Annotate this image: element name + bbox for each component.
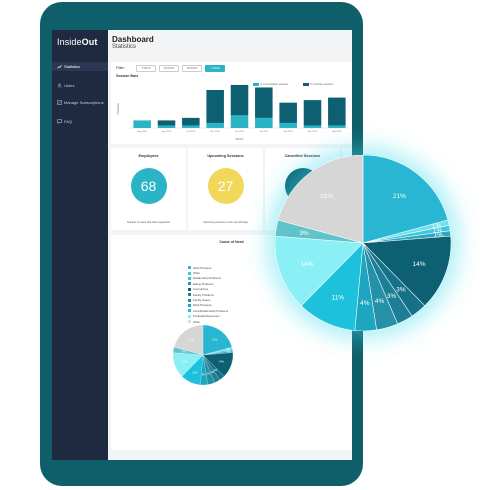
employees-count: 68: [130, 168, 167, 204]
cause-legend-item: Food Relationship Problems: [188, 308, 228, 313]
bar-consultation-1: [157, 125, 176, 128]
x-tick-label: Apr 2021: [332, 130, 342, 133]
x-tick-label: Feb 2021: [284, 131, 294, 133]
bar-consultation-8: [328, 125, 346, 128]
sidebar: InsideOut Statistics Users Manage Subscr…: [52, 30, 108, 460]
big-label-12: 21%: [320, 193, 333, 200]
legend-consultation: # of consultation sessions: [253, 83, 288, 86]
big-slice-0: [362, 155, 449, 244]
cause-legend-item: Postnatal Depression: [188, 314, 228, 319]
upcoming-sessions-count: 27: [207, 168, 244, 204]
page-title: Dashboard: [112, 35, 154, 44]
x-tick-label: Mar 2021: [308, 130, 318, 133]
big-label-1: 1%: [432, 223, 442, 230]
big-label-3: 1%: [434, 232, 444, 239]
edit-icon: [57, 100, 62, 105]
bar-consultation-3: [206, 122, 224, 128]
sidebar-item-label: Users: [64, 83, 75, 88]
page-subtitle: Statistics: [112, 44, 137, 50]
bar-consultation-4: [230, 115, 249, 128]
big-label-10: 14%: [300, 261, 313, 268]
sessions-chart-title: Session Bars: [116, 74, 139, 78]
x-tick-label: Jan 2021: [259, 131, 269, 133]
x-tick-label: Sep 2020: [162, 131, 172, 133]
big-label-7: 4%: [375, 298, 385, 305]
big-slice-4: [362, 235, 451, 307]
cause-legend-item: Other: [188, 319, 228, 324]
x-tick-label: Dec 2020: [235, 131, 245, 133]
x-tick-label: Oct 2020: [186, 130, 196, 133]
big-label-0: 21%: [393, 193, 406, 200]
bar-therapy-4: [230, 84, 249, 116]
sidebar-item-manage-subscriptions[interactable]: Manage Subscriptions: [52, 98, 108, 107]
sidebar-item-users[interactable]: Users: [52, 81, 108, 90]
upcoming-sessions-caption: Upcoming sessions in the next 30 days: [203, 221, 248, 224]
sidebar-item-label: Statistics: [64, 64, 81, 69]
y-axis-label: # Sessions: [117, 102, 120, 114]
big-label-5: 3%: [396, 287, 406, 294]
employees-caption: Number of users that have registered: [127, 221, 170, 224]
bar-consultation-6: [279, 122, 297, 128]
cause-of-need-title: Cause of Need: [219, 240, 244, 244]
cause-legend-item: Eating Problems: [188, 281, 228, 286]
sidebar-item-faq[interactable]: FAQ: [52, 117, 108, 126]
users-icon: [57, 83, 62, 88]
bar-consultation-7: [303, 125, 322, 128]
cause-legend-item: Work Pressure: [188, 303, 228, 308]
cause-legend-item: Work Pressure: [188, 265, 228, 270]
cause-legend-item: Relationship Problems: [188, 276, 228, 281]
sidebar-item-label: FAQ: [64, 119, 73, 124]
bar-consultation-5: [255, 117, 273, 128]
cause-legend-item: Coronavirus: [188, 287, 228, 292]
x-tick-label: Aug 2020: [137, 130, 147, 133]
bar-therapy-6: [279, 102, 297, 123]
sidebar-item-label: Manage Subscriptions: [64, 100, 104, 105]
legend-therapy: # of therapy sessions: [303, 83, 333, 86]
chart-icon: [57, 64, 62, 69]
cause-legend-item: Family Issues: [188, 297, 228, 302]
x-tick-label: Nov 2020: [210, 131, 220, 133]
big-label-9: 11%: [331, 295, 344, 302]
sessions-bar-chart: # Sessions Months Aug 2020 Sep 2020 Oct 2020…: [117, 84, 349, 141]
filter-label: Filter:: [116, 66, 125, 70]
employees-card: Employees 68 Number of users that have r…: [111, 148, 186, 230]
bar-therapy-5: [255, 87, 273, 118]
filter-30-days-button[interactable]: 30 DAYS: [159, 65, 179, 72]
big-label-8: 4%: [360, 300, 370, 307]
bar-therapy-3: [206, 90, 224, 123]
cause-legend: Work Pressure Other Relationship Problems E…: [188, 265, 228, 324]
sessions-card: Filter: 7 DAYS 30 DAYS 90 DAYS 1 YEAR Se…: [111, 62, 352, 144]
bar-therapy-8: [328, 97, 346, 126]
x-axis-label: Months: [236, 138, 245, 141]
filter-1-year-button[interactable]: 1 YEAR: [205, 65, 225, 72]
cause-legend-item: Family Problems: [188, 292, 228, 297]
upcoming-sessions-card: Upcoming Sessions 27 Upcoming sessions i…: [188, 148, 263, 230]
app-logo: InsideOut: [57, 37, 98, 47]
faq-icon: [57, 119, 62, 124]
upcoming-sessions-title: Upcoming Sessions: [207, 154, 244, 158]
filter-7-days-button[interactable]: 7 DAYS: [136, 65, 156, 72]
big-slice-12: [277, 155, 364, 244]
bar-therapy-7: [303, 100, 322, 126]
bar-therapy-2: [182, 117, 200, 126]
bar-consultation-2: [182, 125, 200, 128]
cancelled-sessions-title: Cancelled Sessions: [284, 154, 321, 158]
big-label-2: 1%: [433, 227, 443, 234]
big-label-6: 3%: [387, 293, 397, 300]
filter-90-days-button[interactable]: 90 DAYS: [182, 65, 202, 72]
big-slice-10: [275, 235, 364, 307]
big-label-4: 14%: [413, 261, 426, 268]
bar-therapy-1: [157, 120, 176, 126]
cause-legend-item: Other: [188, 270, 228, 275]
big-label-11: 3%: [299, 230, 309, 237]
sidebar-item-statistics[interactable]: Statistics: [52, 62, 108, 71]
bar-consultation-0: [133, 120, 151, 128]
employees-title: Employees: [138, 154, 159, 158]
cause-pie-zoomed: 21% 1% 1% 1% 14% 3% 3% 4% 4% 11% 14% 3% 21%: [275, 155, 451, 331]
